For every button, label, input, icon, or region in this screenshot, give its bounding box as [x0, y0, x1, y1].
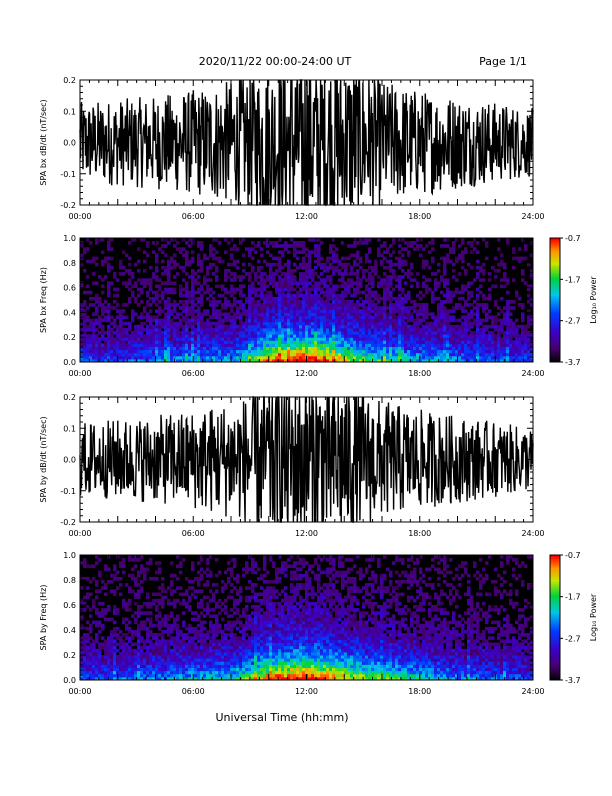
y-tick-label: 0.6 — [63, 601, 76, 610]
y-tick-label: 0.1 — [63, 107, 76, 116]
colorbar-tick-label: -0.7 — [565, 551, 581, 560]
y-tick-label: 1.0 — [63, 234, 76, 243]
panel-bx_spectrogram: -0.7 -1.7 -2.7 -3.7 Log₁₀ Power 00:00 06:00 12:… — [39, 234, 598, 378]
y-tick-label: 1.0 — [63, 551, 76, 560]
y-tick-label: 0.0 — [63, 139, 76, 148]
page-indicator: Page 1/1 — [479, 55, 527, 68]
x-tick-label: 24:00 — [521, 687, 544, 696]
y-axis-label: SPA by Freq (Hz) — [39, 585, 48, 651]
y-tick-label: 0.6 — [63, 284, 76, 293]
y-tick-label: -0.1 — [60, 170, 76, 179]
y-axis-label: SPA bx Freq (Hz) — [39, 267, 48, 333]
colorbar-tick-label: -3.7 — [565, 358, 581, 367]
y-tick-label: 0.0 — [63, 456, 76, 465]
panel-by_spectrogram: -0.7 -1.7 -2.7 -3.7 Log₁₀ Power 00:00 06:00 12:… — [39, 551, 598, 696]
x-tick-label: 18:00 — [408, 687, 431, 696]
x-tick-label: 00:00 — [68, 529, 91, 538]
x-tick-label: 12:00 — [295, 369, 318, 378]
y-tick-label: -0.2 — [60, 201, 76, 210]
x-axis-title: Universal Time (hh:mm) — [216, 711, 349, 724]
colorbar: -0.7 -1.7 -2.7 -3.7 Log₁₀ Power — [550, 551, 598, 685]
plot-title: 2020/11/22 00:00-24:00 UT — [199, 55, 352, 68]
y-tick-label: 0.2 — [63, 333, 76, 342]
x-tick-label: 24:00 — [521, 369, 544, 378]
y-tick-label: 0.0 — [63, 358, 76, 367]
y-tick-label: 0.4 — [63, 626, 76, 635]
x-tick-label: 18:00 — [408, 529, 431, 538]
x-tick-label: 00:00 — [68, 369, 91, 378]
x-tick-label: 00:00 — [68, 212, 91, 221]
waveform-trace — [80, 397, 533, 522]
colorbar-tick-label: -2.7 — [565, 317, 581, 326]
x-tick-label: 06:00 — [182, 369, 205, 378]
y-tick-label: 0.2 — [63, 651, 76, 660]
colorbar-label: Log₁₀ Power — [589, 593, 598, 641]
x-tick-label: 24:00 — [521, 212, 544, 221]
x-tick-label: 18:00 — [408, 369, 431, 378]
x-tick-label: 18:00 — [408, 212, 431, 221]
colorbar-tick-label: -0.7 — [565, 234, 581, 243]
colorbar: -0.7 -1.7 -2.7 -3.7 Log₁₀ Power — [550, 234, 598, 367]
y-tick-label: 0.8 — [63, 576, 76, 585]
colorbar-tick-label: -2.7 — [565, 634, 581, 643]
y-axis-label: SPA by dB/dt (nT/sec) — [39, 416, 48, 502]
waveform-trace — [80, 80, 533, 205]
colorbar-tick-label: -1.7 — [565, 275, 581, 284]
panel-bx_waveform: 00:00 06:00 12:00 18:00 24:00 0.2 0.1 0.0 -0.1 -0… — [39, 76, 545, 221]
x-tick-label: 12:00 — [295, 212, 318, 221]
y-axis-label: SPA bx dB/dt (nT/sec) — [39, 99, 48, 185]
y-tick-label: 0.1 — [63, 424, 76, 433]
x-tick-label: 06:00 — [182, 529, 205, 538]
x-tick-label: 00:00 — [68, 687, 91, 696]
y-tick-label: -0.2 — [60, 518, 76, 527]
colorbar-tick-label: -1.7 — [565, 593, 581, 602]
y-tick-label: -0.1 — [60, 487, 76, 496]
x-tick-label: 06:00 — [182, 212, 205, 221]
colorbar-tick-label: -3.7 — [565, 676, 581, 685]
y-tick-label: 0.4 — [63, 308, 76, 317]
x-tick-label: 24:00 — [521, 529, 544, 538]
panel-by_waveform: 00:00 06:00 12:00 18:00 24:00 0.2 0.1 0.0 -0.1 -0… — [39, 393, 545, 538]
y-tick-label: 0.8 — [63, 259, 76, 268]
x-tick-label: 12:00 — [295, 687, 318, 696]
y-tick-label: 0.2 — [63, 76, 76, 85]
x-tick-label: 12:00 — [295, 529, 318, 538]
y-tick-label: 0.0 — [63, 676, 76, 685]
y-tick-label: 0.2 — [63, 393, 76, 402]
x-tick-label: 06:00 — [182, 687, 205, 696]
colorbar-label: Log₁₀ Power — [589, 276, 598, 324]
